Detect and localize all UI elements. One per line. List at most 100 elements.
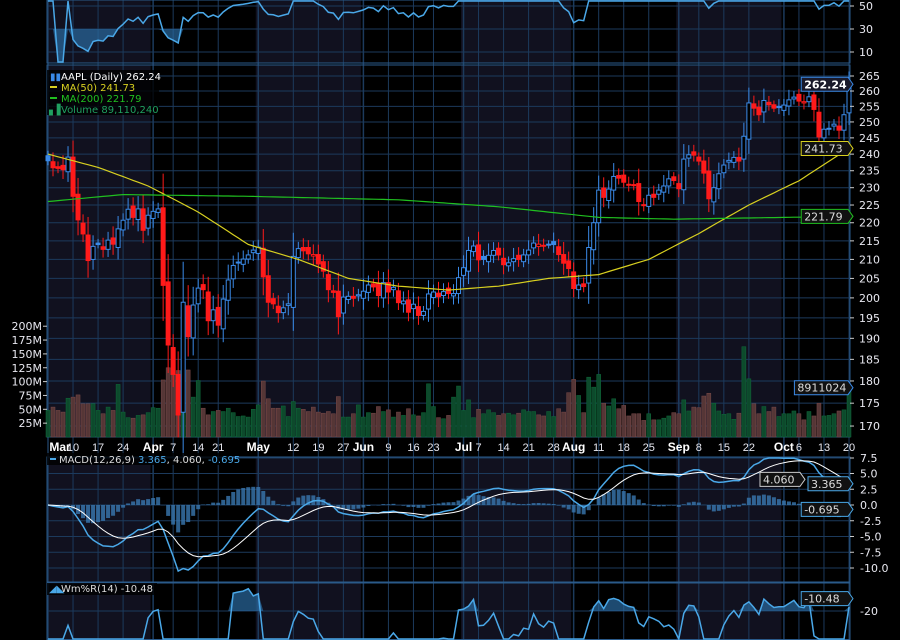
- candle-body: [395, 290, 401, 304]
- volume-bar: [95, 410, 101, 438]
- candle-body: [85, 234, 91, 262]
- candle: [250, 241, 256, 261]
- macd-histogram-bar: [421, 505, 426, 508]
- candle-body: [756, 106, 762, 116]
- candle-body: [110, 237, 116, 245]
- price-tick-label: 215: [859, 235, 880, 248]
- macd-histogram-bar: [741, 503, 746, 505]
- candle: [390, 279, 396, 297]
- candle-body: [761, 99, 767, 113]
- candle: [496, 242, 502, 261]
- volume-bar: [701, 395, 707, 438]
- volume-bar: [271, 407, 276, 438]
- candle: [410, 292, 416, 320]
- macd-histogram-bar: [716, 505, 721, 511]
- macd-histogram-bar: [676, 505, 681, 507]
- macd-histogram-bar: [431, 504, 436, 505]
- candle: [100, 237, 106, 258]
- candle-body: [100, 246, 106, 250]
- candle-body: [466, 249, 472, 272]
- volume-bar: [831, 413, 837, 438]
- volume-bar: [346, 416, 351, 438]
- volume-bar: [626, 415, 631, 438]
- signal-line: [47, 460, 850, 558]
- volume-bar: [821, 415, 827, 438]
- candle-body: [400, 300, 406, 305]
- candle-body: [661, 185, 667, 193]
- candle: [305, 240, 311, 261]
- value-tags: 262.24 241.73 221.79 8911024 3.365 4.060 -0.69…: [759, 76, 854, 607]
- macd-histogram-bar: [536, 503, 541, 505]
- volume-bar: [686, 410, 692, 438]
- x-axis-label: 8: [696, 442, 702, 454]
- price-legend: ▮▮ AAPL (Daily) 262.24 MA(50) 241.73 MA(…: [47, 70, 161, 116]
- macd-histogram-bar: [696, 502, 701, 505]
- volume-bar: [641, 420, 646, 438]
- macd-histogram-bar: [671, 505, 676, 506]
- candle-body: [811, 94, 817, 110]
- candle: [726, 152, 732, 170]
- candle-body: [566, 260, 572, 269]
- volume-bar: [551, 416, 556, 438]
- wr-tag-label: -10.48: [804, 593, 839, 606]
- volume-bar: [336, 396, 341, 438]
- candlesticks[interactable]: [45, 71, 852, 457]
- candle-body: [816, 111, 822, 138]
- candle-body: [706, 170, 712, 200]
- macd-histogram-bar: [186, 505, 191, 523]
- candle-body: [75, 193, 81, 221]
- macd-histogram-bar: [541, 503, 546, 505]
- candle: [821, 123, 827, 144]
- candle: [526, 240, 532, 264]
- candle: [90, 235, 96, 270]
- candle: [471, 240, 477, 257]
- macd-histogram-bar: [401, 505, 406, 506]
- volume-bar: [50, 406, 56, 438]
- macd-histogram-bar: [441, 502, 446, 505]
- macd-histogram-bar: [681, 504, 686, 505]
- candle: [260, 229, 266, 296]
- volume-tick-label: 50M: [19, 403, 43, 416]
- macd-histogram-bar: [641, 503, 646, 505]
- x-axis-label: 19: [312, 442, 324, 454]
- candle: [205, 276, 211, 336]
- candle-body: [821, 128, 827, 139]
- candle-body: [631, 184, 637, 187]
- candle: [631, 179, 637, 191]
- candle-body: [581, 283, 587, 288]
- candle: [461, 255, 467, 287]
- candle-body: [741, 135, 747, 160]
- candle: [731, 151, 737, 169]
- volume-bar: [130, 417, 136, 438]
- price-tick-label: 255: [859, 100, 880, 113]
- volume-bar: [331, 413, 336, 438]
- macd-histogram-bar: [611, 489, 616, 505]
- macd-histogram-bar: [736, 505, 741, 507]
- volume-bar: [316, 411, 321, 438]
- volume-bar: [185, 369, 191, 438]
- macd-histogram-bar: [776, 499, 781, 505]
- candle-body: [601, 187, 607, 198]
- candle: [155, 202, 161, 219]
- macd-histogram-bar: [366, 505, 371, 507]
- candle-body: [711, 187, 717, 203]
- legend-wr: Wm%R(14) -10.48: [61, 584, 153, 595]
- volume-bar: [676, 413, 682, 438]
- candle-body: [290, 255, 296, 308]
- candle: [651, 185, 657, 206]
- volume-bar: [200, 407, 206, 438]
- candle: [621, 169, 627, 188]
- price-tag-box: [800, 76, 854, 92]
- candle: [75, 177, 81, 236]
- candle-body: [295, 248, 301, 259]
- grid-lines: [46, 0, 851, 640]
- volume-bar: [656, 419, 662, 438]
- macd-histogram-bar: [491, 497, 496, 505]
- macd-histogram-bar: [711, 505, 716, 512]
- volume-bar: [80, 403, 86, 438]
- candle: [796, 88, 802, 106]
- volume-bar: [396, 411, 401, 438]
- candle-body: [541, 244, 547, 247]
- candle-body: [350, 295, 356, 299]
